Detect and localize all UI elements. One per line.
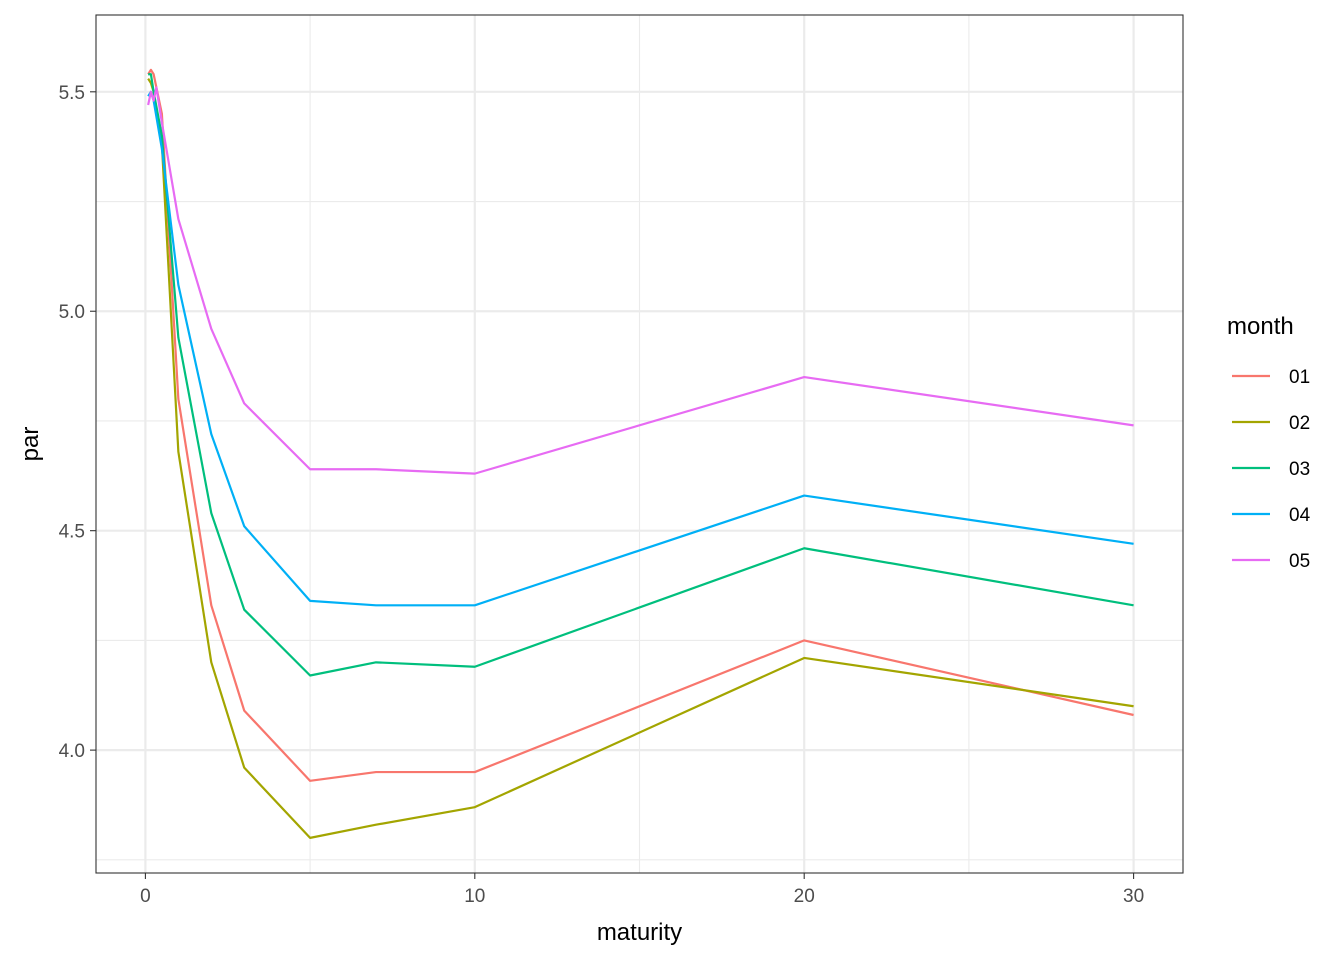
y-tick-label: 5.0 [59,302,85,323]
minor-gridlines [96,15,1183,873]
major-gridlines [96,15,1183,873]
legend: month 01 02 03 04 05 [1227,313,1311,572]
y-tick-label: 5.5 [59,83,85,104]
series-line-01 [147,68,1134,782]
x-axis-title: maturity [597,919,682,946]
plot-panel-border [95,14,1184,874]
y-axis-title: par [17,427,44,462]
legend-label-04: 04 [1289,505,1311,526]
x-axis: 0 10 20 30 [140,873,1144,907]
x-tick-label: 10 [464,886,485,907]
legend-label-03: 03 [1289,459,1310,480]
series-line-03 [148,73,1134,677]
legend-label-02: 02 [1289,413,1310,434]
legend-label-05: 05 [1289,551,1310,572]
y-tick-label: 4.0 [59,741,85,762]
legend-title: month [1227,313,1294,340]
y-axis: 4.0 4.5 5.0 5.5 [59,83,96,762]
x-tick-label: 30 [1123,886,1144,907]
x-tick-label: 0 [140,886,151,907]
series-line-05 [147,86,1134,475]
y-tick-label: 4.5 [59,522,85,543]
series-lines [147,68,1134,839]
x-tick-label: 20 [794,886,815,907]
legend-label-01: 01 [1289,367,1310,388]
